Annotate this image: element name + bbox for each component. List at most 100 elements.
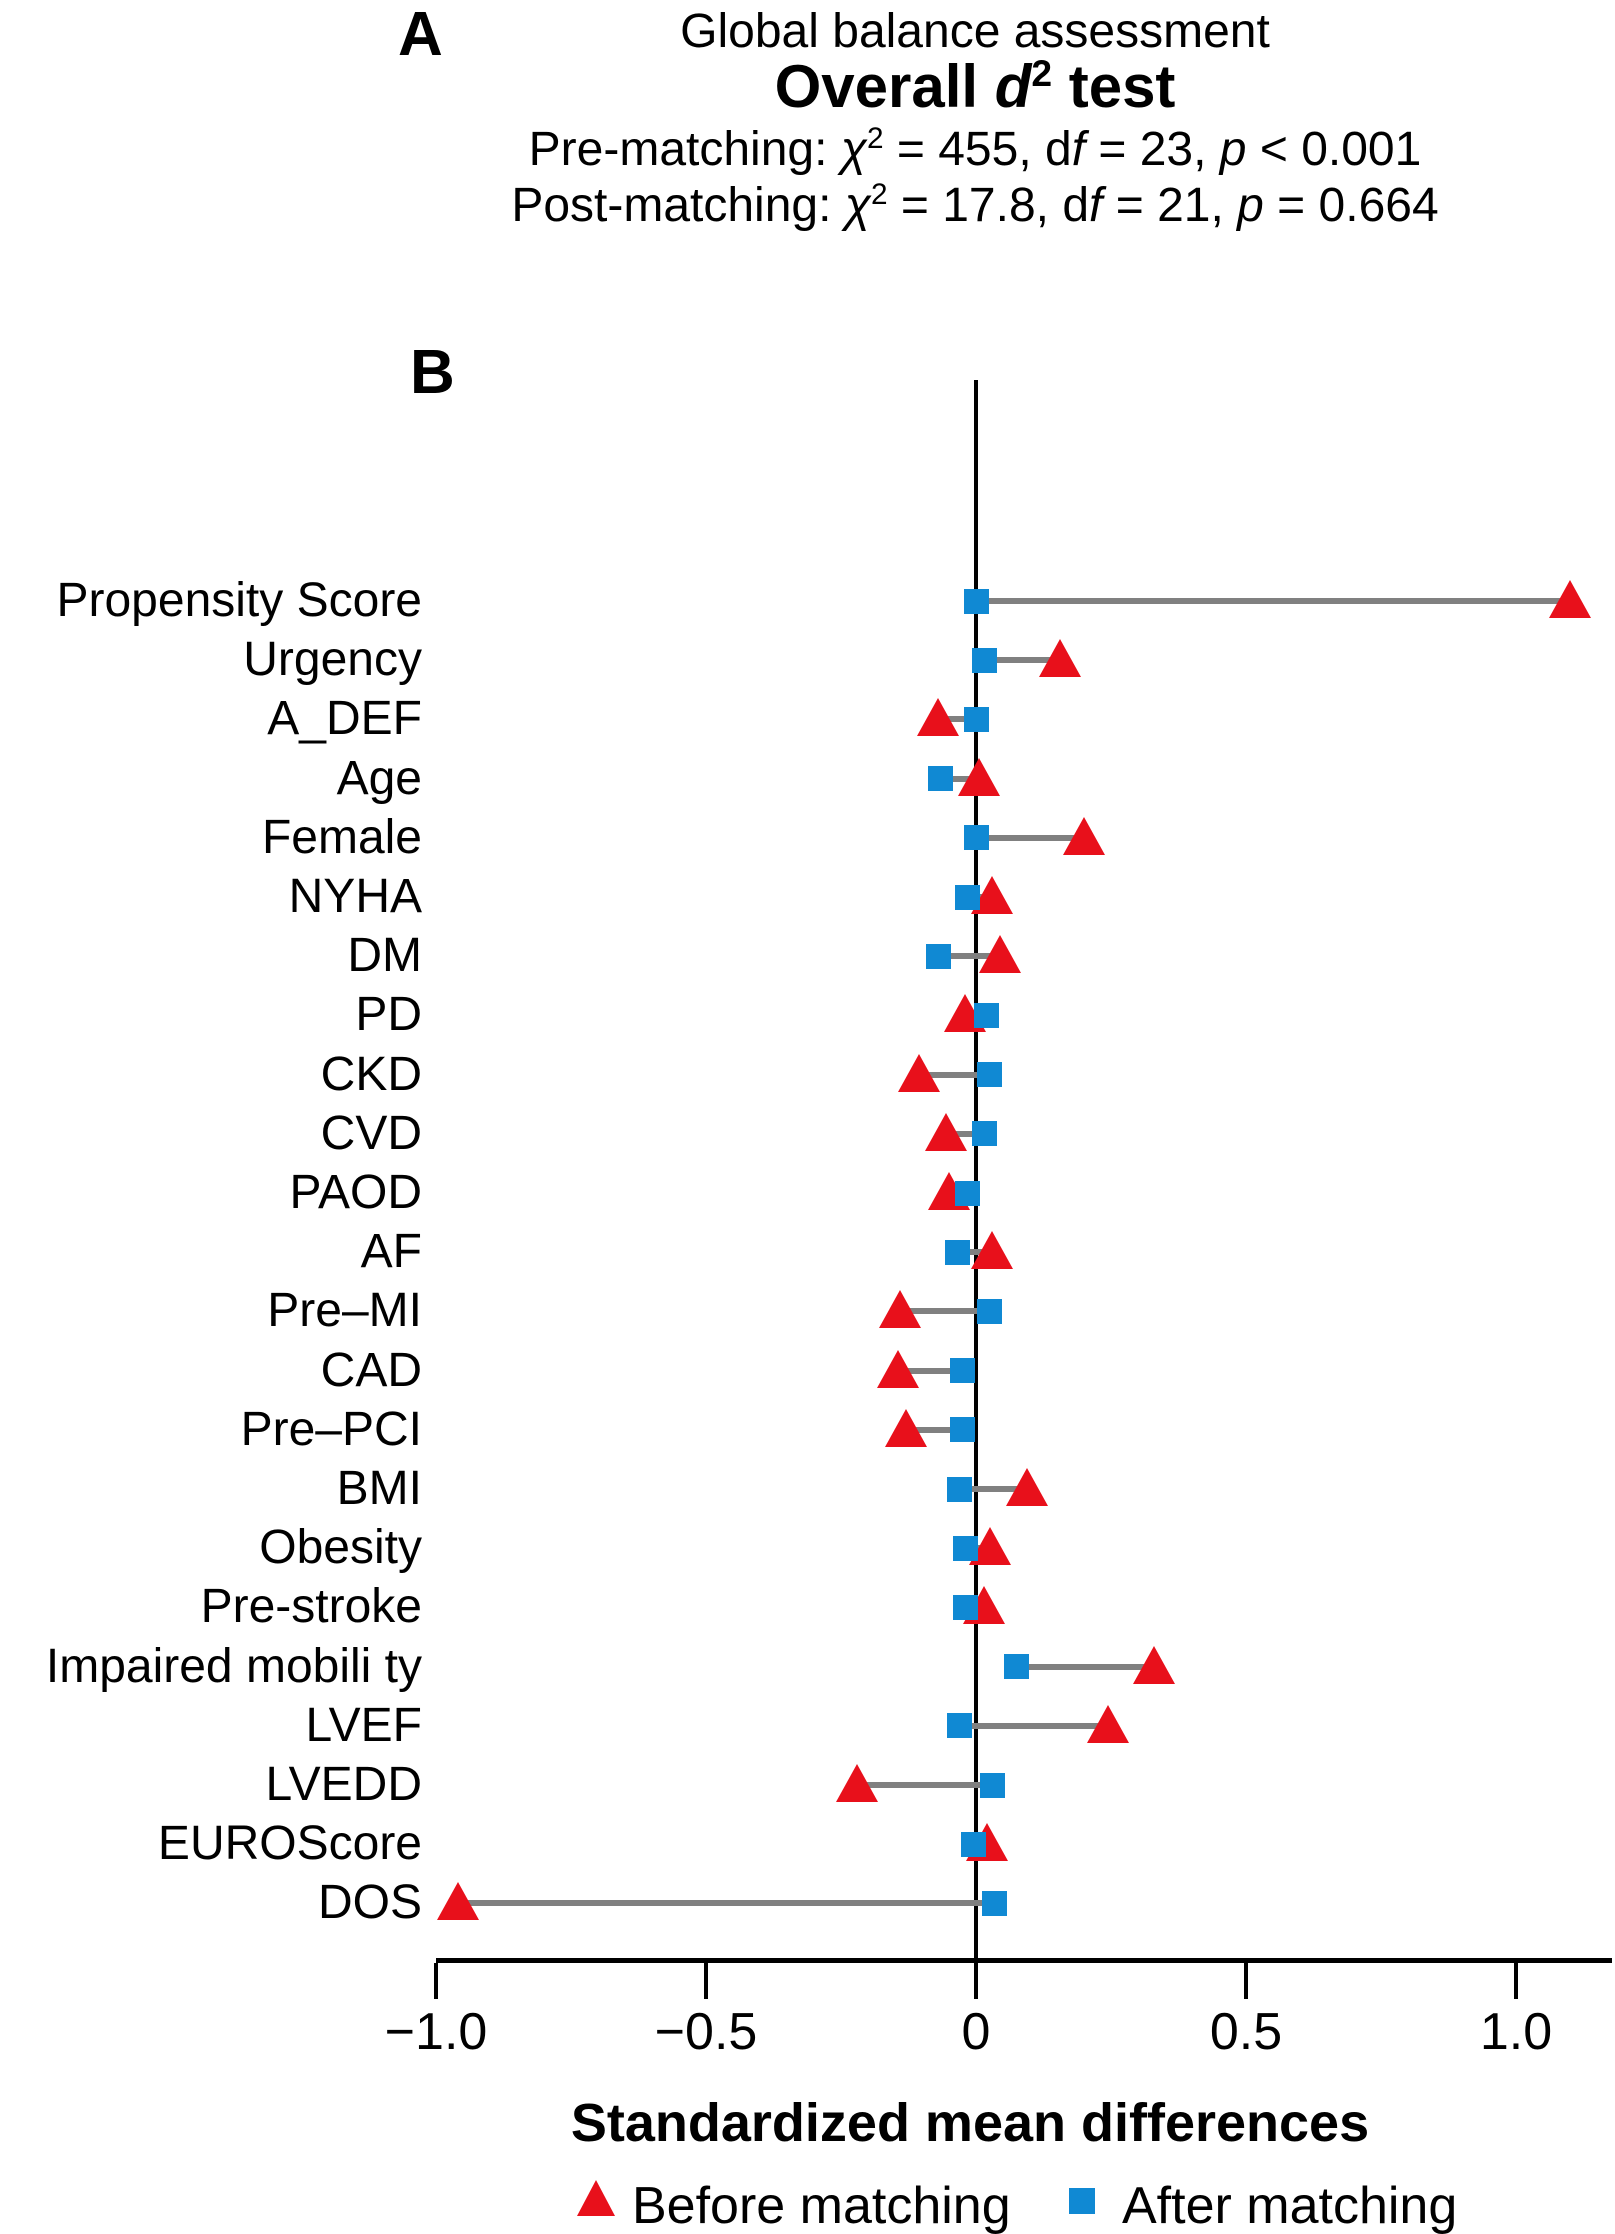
after-marker-square bbox=[950, 1358, 975, 1384]
post-matching-stat: Post-matching: χ2 = 17.8, df = 21, p = 0… bbox=[320, 178, 1615, 233]
after-marker-square bbox=[952, 1535, 978, 1561]
panel-a-title: Global balance assessment bbox=[680, 5, 1270, 58]
text-segment: p bbox=[1237, 179, 1264, 232]
row-label: BMI bbox=[336, 1462, 422, 1515]
x-tick-label: 0.5 bbox=[1209, 2003, 1283, 2061]
text-segment: 2 bbox=[866, 122, 884, 155]
row-label: Female bbox=[261, 810, 422, 864]
panel-b-label: B bbox=[410, 338, 455, 407]
connector-line bbox=[1016, 1663, 1155, 1670]
after-marker-square bbox=[982, 1890, 1008, 1916]
text-segment: Post-matching: bbox=[511, 179, 845, 232]
text-segment: = 455, d bbox=[883, 123, 1072, 176]
row-label: EUROScore bbox=[157, 1817, 422, 1871]
row-label: Pre-stroke bbox=[200, 1580, 422, 1634]
after-marker-square bbox=[947, 1476, 973, 1502]
row-label: Pre–MI bbox=[267, 1284, 422, 1338]
x-tick-label: −1.0 bbox=[384, 2003, 488, 2061]
legend-after-square-icon bbox=[1069, 2188, 1095, 2214]
after-marker-square bbox=[955, 884, 981, 910]
before-marker-triangle bbox=[971, 1231, 1014, 1270]
row-label: LVEF bbox=[305, 1698, 422, 1752]
row-label: DOS bbox=[317, 1876, 422, 1930]
x-axis-tick bbox=[1514, 1963, 1518, 1999]
before-marker-triangle bbox=[1549, 580, 1591, 618]
after-marker-square bbox=[928, 766, 954, 792]
before-marker-triangle bbox=[879, 1290, 922, 1329]
overall-test-title: Overall d2 test bbox=[320, 54, 1615, 120]
row-label: Pre–PCI bbox=[240, 1402, 422, 1456]
x-axis-line bbox=[436, 1958, 1612, 1963]
connector-line bbox=[919, 1071, 990, 1078]
before-marker-triangle bbox=[1006, 1468, 1049, 1506]
before-marker-triangle bbox=[898, 1053, 941, 1092]
row-label: Obesity bbox=[259, 1521, 422, 1575]
pre-matching-stat: Pre-matching: χ2 = 455, df = 23, p < 0.0… bbox=[320, 122, 1615, 177]
connector-line bbox=[976, 834, 1084, 841]
before-marker-triangle bbox=[884, 1408, 927, 1447]
text-segment: χ bbox=[844, 179, 871, 232]
after-marker-square bbox=[925, 943, 951, 969]
text-segment: 2 bbox=[1031, 52, 1053, 94]
text-segment: d bbox=[994, 53, 1032, 120]
connector-line bbox=[857, 1782, 993, 1788]
text-segment: f bbox=[1071, 123, 1086, 176]
after-marker-square bbox=[944, 1239, 970, 1265]
legend-after-label: After matching bbox=[1122, 2177, 1458, 2234]
panel-a-label: A bbox=[398, 0, 443, 69]
after-marker-square bbox=[963, 706, 989, 732]
before-marker-triangle bbox=[1063, 816, 1105, 855]
x-axis-tick bbox=[434, 1963, 438, 1999]
zero-reference-line bbox=[974, 380, 978, 1963]
text-segment: p bbox=[1219, 123, 1247, 176]
row-label: Urgency bbox=[243, 633, 422, 687]
text-segment: test bbox=[1052, 53, 1176, 120]
row-label: PAOD bbox=[289, 1166, 422, 1219]
legend-before-label: Before matching bbox=[632, 2177, 1011, 2234]
row-label: CVD bbox=[320, 1106, 422, 1160]
before-marker-triangle bbox=[979, 935, 1022, 974]
connector-line bbox=[897, 1367, 963, 1374]
row-label: CAD bbox=[320, 1343, 422, 1397]
text-segment: = 23, bbox=[1085, 123, 1220, 176]
after-marker-square bbox=[947, 1713, 973, 1739]
x-axis-tick bbox=[1244, 1963, 1248, 1999]
text-segment: = 21, bbox=[1102, 179, 1238, 232]
after-marker-square bbox=[960, 1831, 986, 1857]
before-marker-triangle bbox=[1087, 1704, 1130, 1743]
text-segment: Overall bbox=[774, 53, 995, 120]
x-axis-tick bbox=[974, 1963, 978, 1999]
before-marker-triangle bbox=[836, 1764, 879, 1802]
connector-line bbox=[900, 1308, 990, 1315]
text-segment: Pre-matching: bbox=[528, 123, 841, 176]
text-segment: 2 bbox=[870, 178, 888, 211]
text-segment: χ bbox=[840, 123, 867, 176]
after-marker-square bbox=[977, 1062, 1002, 1088]
after-marker-square bbox=[963, 588, 989, 614]
row-label: Propensity Score bbox=[56, 574, 422, 627]
before-marker-triangle bbox=[876, 1349, 919, 1388]
connector-line bbox=[905, 1426, 963, 1433]
row-label: NYHA bbox=[288, 870, 422, 923]
after-marker-square bbox=[963, 825, 989, 851]
text-segment: f bbox=[1089, 179, 1103, 232]
before-marker-triangle bbox=[917, 698, 960, 737]
after-marker-square bbox=[971, 1121, 997, 1147]
after-marker-square bbox=[952, 1594, 978, 1620]
after-marker-square bbox=[1004, 1654, 1029, 1680]
text-segment: < 0.001 bbox=[1246, 123, 1422, 176]
x-tick-label: 1.0 bbox=[1479, 2003, 1553, 2061]
connector-line bbox=[984, 657, 1060, 664]
row-label: LVEDD bbox=[265, 1758, 423, 1811]
before-marker-triangle bbox=[1038, 639, 1081, 678]
row-label: PD bbox=[355, 988, 422, 1042]
connector-line bbox=[959, 1722, 1109, 1729]
connector-line bbox=[938, 953, 1001, 960]
row-label: Impaired mobili ty bbox=[45, 1639, 422, 1693]
after-marker-square bbox=[977, 1298, 1002, 1324]
after-marker-square bbox=[971, 647, 997, 673]
before-marker-triangle bbox=[925, 1112, 968, 1151]
x-tick-label: 0 bbox=[961, 2003, 991, 2061]
x-axis-tick bbox=[704, 1963, 708, 1999]
